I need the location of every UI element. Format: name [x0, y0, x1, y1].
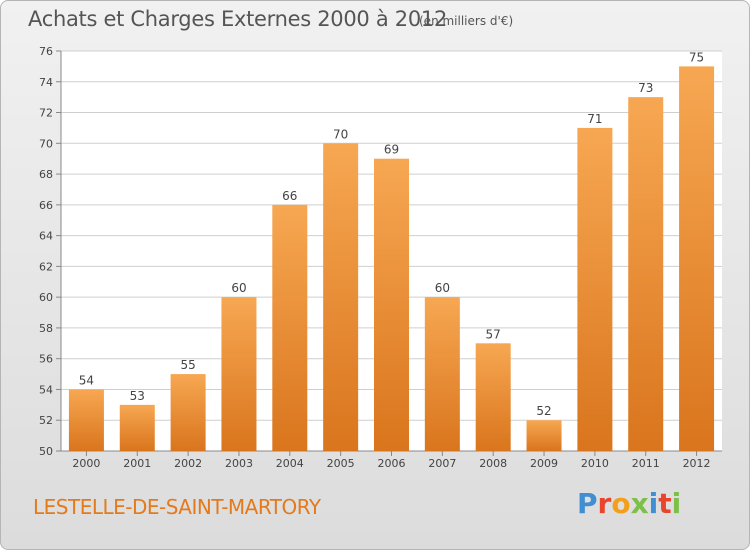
logo-letter: x — [630, 487, 649, 520]
x-tick-label: 2008 — [479, 457, 507, 470]
bar — [424, 297, 460, 451]
bar — [577, 127, 613, 451]
logo-letter: t — [658, 487, 672, 520]
y-tick-label: 54 — [39, 383, 53, 396]
bar — [374, 158, 409, 451]
data-label: 70 — [333, 127, 348, 141]
y-tick-label: 72 — [39, 107, 53, 120]
y-tick-label: 52 — [39, 414, 53, 427]
bar — [272, 204, 308, 451]
data-label: 60 — [435, 281, 450, 295]
proxiti-logo: Proxiti — [577, 487, 681, 520]
data-label: 52 — [536, 404, 551, 418]
x-tick-label: 2011 — [632, 457, 660, 470]
y-tick-label: 64 — [39, 230, 53, 243]
y-tick-label: 76 — [39, 45, 53, 58]
bar — [475, 343, 511, 451]
bar — [628, 97, 664, 452]
bar — [119, 404, 155, 451]
y-tick-label: 66 — [39, 199, 53, 212]
data-label: 54 — [79, 373, 94, 387]
x-tick-label: 2010 — [581, 457, 609, 470]
x-tick-label: 2000 — [72, 457, 100, 470]
data-label: 53 — [130, 389, 145, 403]
x-tick-label: 2009 — [530, 457, 558, 470]
y-tick-label: 60 — [39, 291, 53, 304]
x-tick-label: 2002 — [174, 457, 202, 470]
y-tick-label: 70 — [39, 137, 53, 150]
x-tick-label: 2006 — [378, 457, 406, 470]
y-tick-label: 62 — [39, 260, 53, 273]
x-tick-label: 2007 — [428, 457, 456, 470]
bar — [679, 66, 715, 451]
logo-letter: i — [671, 487, 682, 520]
chart-title: Achats et Charges Externes 2000 à 2012 — [28, 7, 448, 31]
data-label: 71 — [587, 112, 602, 126]
y-tick-label: 50 — [39, 445, 53, 458]
data-label: 57 — [486, 327, 501, 341]
y-tick-label: 58 — [39, 322, 53, 335]
data-label: 75 — [689, 50, 704, 64]
data-label: 73 — [638, 81, 653, 95]
y-tick-label: 56 — [39, 353, 53, 366]
data-label: 66 — [282, 189, 297, 203]
logo-letter: P — [577, 487, 598, 520]
logo-letter: o — [611, 487, 631, 520]
y-tick-label: 74 — [39, 76, 53, 89]
logo-letter: r — [597, 487, 612, 520]
x-tick-label: 2003 — [225, 457, 253, 470]
data-label: 69 — [384, 143, 399, 157]
data-label: 55 — [180, 358, 195, 372]
x-tick-label: 2004 — [276, 457, 304, 470]
bar — [170, 374, 206, 451]
bar — [68, 389, 104, 451]
bar — [323, 143, 359, 452]
x-tick-label: 2012 — [683, 457, 711, 470]
chart-unit: (en milliers d'€) — [419, 14, 514, 28]
bar — [526, 420, 562, 451]
y-tick-label: 68 — [39, 168, 53, 181]
commune-name: LESTELLE-DE-SAINT-MARTORY — [33, 495, 321, 519]
logo-letter: i — [648, 487, 659, 520]
data-label: 60 — [231, 281, 246, 295]
bar — [221, 297, 257, 451]
x-tick-label: 2005 — [327, 457, 355, 470]
x-tick-label: 2001 — [123, 457, 151, 470]
